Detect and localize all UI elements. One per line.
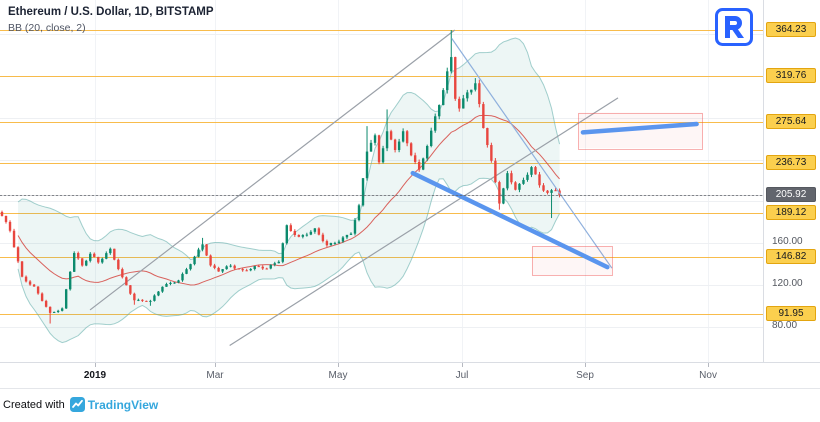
time-axis-label: Sep (576, 370, 594, 381)
time-axis[interactable]: 2019 Mar May Jul Sep Nov (0, 363, 820, 388)
tradingview-link[interactable]: TradingView (69, 397, 159, 412)
price-tick-label: 120.00 (772, 277, 803, 289)
level-price-label: 91.95 (766, 306, 816, 322)
symbol-title[interactable]: Ethereum / U.S. Dollar, 1D, BITSTAMP (8, 6, 214, 18)
time-axis-label: Nov (699, 370, 717, 381)
attribution: Created with TradingView (3, 397, 158, 412)
level-price-label: 319.76 (766, 68, 816, 84)
level-price-label: 236.73 (766, 154, 816, 170)
level-price-label: 189.12 (766, 204, 816, 220)
tradingview-logo[interactable] (715, 8, 753, 46)
time-tick (708, 363, 709, 367)
time-tick (585, 363, 586, 367)
price-tick-label: 160.00 (772, 236, 803, 248)
time-tick (215, 363, 216, 367)
chart-canvas[interactable] (0, 0, 763, 362)
time-tick (462, 363, 463, 367)
chart-legend: Ethereum / U.S. Dollar, 1D, BITSTAMP BB … (8, 6, 214, 34)
price-tick-label: 80.00 (772, 319, 798, 331)
time-axis-label: Jul (455, 370, 469, 381)
created-with-text: Created with (3, 398, 65, 411)
level-price-label: 275.64 (766, 114, 816, 130)
time-tick (338, 363, 339, 367)
tradingview-wordmark: TradingView (87, 397, 159, 412)
time-tick (95, 363, 96, 367)
time-axis-label: 2019 (83, 370, 107, 381)
axis-separator-vertical (763, 0, 764, 388)
level-price-label: 364.23 (766, 21, 816, 37)
plot-area[interactable]: Ethereum / U.S. Dollar, 1D, BITSTAMP BB … (0, 0, 763, 362)
time-axis-label: May (328, 370, 348, 381)
level-price-label: 146.82 (766, 248, 816, 264)
widget-bottom-border (0, 388, 820, 389)
tradingview-icon (69, 397, 85, 412)
last-price-label: 205.92 (766, 187, 816, 203)
indicator-label[interactable]: BB (20, close, 2) (8, 22, 86, 34)
time-axis-label: Mar (206, 370, 224, 381)
axis-separator-horizontal (0, 362, 820, 363)
price-axis[interactable]: 160.00 120.00 80.00 364.23 319.76 275.64 236.7… (764, 0, 820, 362)
